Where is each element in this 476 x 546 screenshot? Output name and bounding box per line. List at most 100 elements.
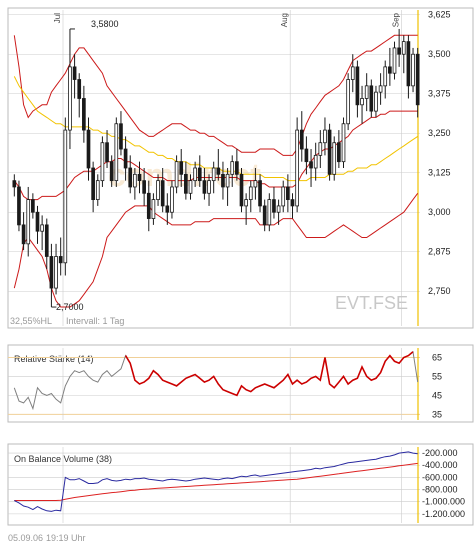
candle-body	[109, 161, 114, 182]
candle-body	[299, 129, 304, 150]
candle-body	[207, 180, 211, 194]
candle-body	[235, 161, 239, 175]
candle-body	[156, 180, 160, 200]
candle-body	[151, 199, 156, 219]
rsi-grid	[8, 348, 420, 420]
candle-body	[248, 186, 253, 201]
candle-body	[267, 199, 272, 226]
candle-body	[133, 173, 137, 188]
obv-average-line	[14, 462, 418, 501]
rsi-panel-frame	[7, 344, 474, 423]
candle-body	[174, 161, 179, 188]
candle-body	[286, 186, 290, 201]
candle-body	[58, 256, 63, 264]
month-labels: Jul Aug Sep	[53, 12, 400, 27]
obv-grid	[8, 447, 420, 523]
candle-body	[54, 256, 58, 289]
candle-body	[272, 199, 276, 213]
candle-body	[276, 205, 281, 213]
candle-body	[197, 167, 202, 182]
candle-body	[350, 66, 355, 80]
footer-time: 19:19 Uhr	[46, 533, 86, 543]
rsi-tick-label: 35	[432, 409, 442, 419]
candle-body	[165, 205, 170, 213]
price-panel: comdirect EVT.FSE 32,55%HL Intervall: 1 …	[7, 7, 474, 329]
candle-body	[44, 224, 49, 257]
candle-body	[68, 66, 72, 131]
candle-body	[128, 167, 133, 188]
obv-tick-label: -1.000.000	[422, 497, 465, 507]
candle-body	[77, 79, 82, 99]
obv-tick-label: -400.000	[422, 460, 458, 470]
indicator-lines	[13, 34, 419, 308]
candle-body	[378, 85, 383, 93]
price-tick-label: 3,125	[428, 168, 451, 178]
candle-body	[17, 186, 21, 226]
candle-body	[364, 85, 369, 99]
rsi-tick-label: 45	[432, 390, 442, 400]
candle-body	[137, 173, 142, 182]
candle-body	[304, 148, 309, 163]
price-tick-label: 3,500	[428, 49, 451, 59]
candle-body	[12, 180, 17, 188]
candle-body	[146, 192, 151, 219]
candle-body	[105, 142, 109, 163]
candle-body	[392, 47, 397, 74]
candle-body	[411, 53, 415, 87]
price-tick-label: 2,750	[428, 286, 451, 296]
candle-body	[295, 129, 299, 207]
candle-body	[21, 224, 26, 245]
callout-low-label: 2,7000	[56, 302, 84, 312]
candle-body	[360, 98, 364, 106]
candle-body	[258, 180, 262, 207]
month-label: Sep	[391, 12, 400, 27]
rsi-axis-ticks: 65 55 45 35	[432, 352, 442, 419]
candle-body	[31, 199, 35, 213]
price-tick-label: 2,875	[428, 247, 451, 257]
upper-band-line	[13, 34, 418, 156]
candle-body	[100, 142, 105, 182]
interval-info: Intervall: 1 Tag	[66, 316, 124, 326]
candle-body	[346, 79, 350, 125]
price-tick-label: 3,000	[428, 207, 451, 217]
obv-panel: On Balance Volume (38) -200.000-400.000-…	[7, 443, 474, 526]
candle-body	[202, 180, 207, 194]
middle-band-line	[13, 110, 418, 201]
rsi-panel: Relative Stärke (14) 65 55 45 35	[7, 344, 474, 423]
candle-body	[72, 66, 77, 80]
price-panel-frame	[7, 7, 474, 329]
candle-body	[341, 123, 346, 163]
candle-body	[327, 129, 332, 175]
rsi-title: Relative Stärke (14)	[14, 354, 94, 364]
obv-line	[14, 451, 418, 512]
lower-band-line	[13, 193, 419, 308]
obv-tick-label: -1.200.000	[422, 509, 465, 519]
hl-info: 32,55%HL	[10, 316, 52, 326]
candle-body	[26, 199, 31, 245]
candle-body	[123, 148, 128, 169]
month-label: Aug	[280, 13, 289, 27]
obv-panel-frame	[7, 443, 474, 526]
price-tick-label: 3,625	[428, 10, 451, 20]
candle-body	[49, 256, 54, 289]
candle-body	[170, 186, 174, 213]
candle-body	[332, 142, 337, 175]
candle-body	[383, 66, 388, 87]
candle-body	[415, 53, 420, 106]
candle-body	[91, 167, 95, 201]
candle-body	[63, 129, 68, 264]
rsi-overbought-segment	[124, 351, 414, 397]
candle-body	[230, 161, 235, 175]
candle-body	[40, 224, 44, 232]
obv-tick-label: -200.000	[422, 448, 458, 458]
candle-body	[369, 85, 374, 112]
price-axis-ticks: 3,625 3,500 3,375 3,250 3,125 3,000 2,875 2,750	[428, 10, 451, 296]
candle-body	[193, 167, 197, 182]
candle-body	[119, 123, 123, 150]
candle-body	[401, 41, 406, 55]
candle-body	[35, 211, 40, 232]
candle-body	[262, 205, 267, 226]
callout-high-label: 3,5800	[91, 19, 119, 29]
footer-date: 05.09.06	[8, 533, 43, 543]
